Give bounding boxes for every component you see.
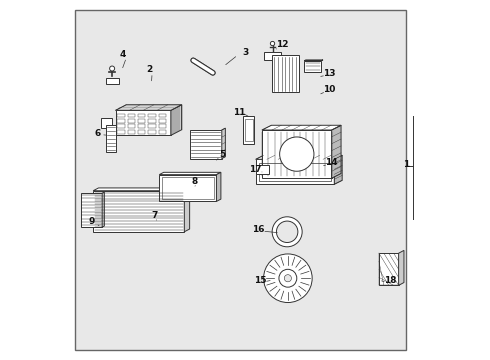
Text: 1: 1 <box>403 160 409 169</box>
Polygon shape <box>184 188 190 232</box>
Bar <box>128 119 135 123</box>
Text: 12: 12 <box>276 40 289 49</box>
Text: 3: 3 <box>242 48 248 57</box>
Circle shape <box>280 137 314 171</box>
Polygon shape <box>334 156 342 184</box>
Bar <box>148 119 156 123</box>
Circle shape <box>272 217 302 247</box>
Bar <box>159 125 166 128</box>
Text: 13: 13 <box>323 69 336 78</box>
Text: 9: 9 <box>89 217 95 226</box>
Polygon shape <box>102 192 104 227</box>
Bar <box>162 177 214 199</box>
Polygon shape <box>217 172 221 202</box>
Polygon shape <box>262 125 341 130</box>
Bar <box>117 130 124 134</box>
Circle shape <box>264 254 312 302</box>
Bar <box>262 130 332 178</box>
Bar <box>81 193 102 227</box>
Bar <box>148 130 156 134</box>
Text: 10: 10 <box>323 85 336 94</box>
Polygon shape <box>222 128 225 158</box>
Circle shape <box>276 221 298 243</box>
Bar <box>138 119 145 123</box>
Text: 11: 11 <box>233 108 245 117</box>
Bar <box>138 130 145 134</box>
Bar <box>148 125 156 128</box>
Text: 2: 2 <box>146 66 152 75</box>
Bar <box>159 175 217 202</box>
Text: 18: 18 <box>384 276 396 285</box>
Bar <box>159 119 166 123</box>
Polygon shape <box>256 156 342 159</box>
Text: 16: 16 <box>252 225 265 234</box>
Bar <box>379 253 398 285</box>
Text: 4: 4 <box>120 50 126 59</box>
Polygon shape <box>171 105 182 135</box>
Bar <box>117 119 124 123</box>
Bar <box>117 114 124 117</box>
Bar <box>128 130 135 134</box>
Bar <box>159 114 166 117</box>
Text: 7: 7 <box>152 211 158 220</box>
Bar <box>256 159 334 184</box>
Text: 14: 14 <box>325 158 338 167</box>
Bar <box>148 114 156 117</box>
Polygon shape <box>304 60 323 61</box>
Bar <box>245 119 252 141</box>
Bar <box>259 163 331 181</box>
Bar <box>190 130 222 158</box>
Circle shape <box>279 269 297 287</box>
Bar <box>159 130 166 134</box>
Polygon shape <box>398 250 404 285</box>
Bar <box>128 114 135 117</box>
Circle shape <box>270 41 275 46</box>
Bar <box>116 111 171 135</box>
Text: 6: 6 <box>95 129 100 138</box>
Text: 5: 5 <box>220 150 225 159</box>
Text: 15: 15 <box>254 275 266 284</box>
Polygon shape <box>159 172 221 175</box>
Polygon shape <box>93 188 190 191</box>
Bar <box>272 55 298 93</box>
Polygon shape <box>116 105 182 111</box>
FancyBboxPatch shape <box>106 78 119 84</box>
Bar <box>93 191 184 232</box>
Text: 17: 17 <box>249 165 262 174</box>
Bar <box>256 165 269 174</box>
Circle shape <box>284 275 292 282</box>
Text: 8: 8 <box>191 176 197 185</box>
Bar <box>117 125 124 128</box>
Bar <box>128 125 135 128</box>
Bar <box>304 61 321 72</box>
Bar <box>243 116 254 144</box>
Circle shape <box>110 66 115 71</box>
Bar <box>264 53 281 60</box>
Polygon shape <box>332 125 341 178</box>
Bar <box>138 125 145 128</box>
Bar <box>138 114 145 117</box>
Polygon shape <box>101 118 112 128</box>
Bar <box>106 125 116 152</box>
